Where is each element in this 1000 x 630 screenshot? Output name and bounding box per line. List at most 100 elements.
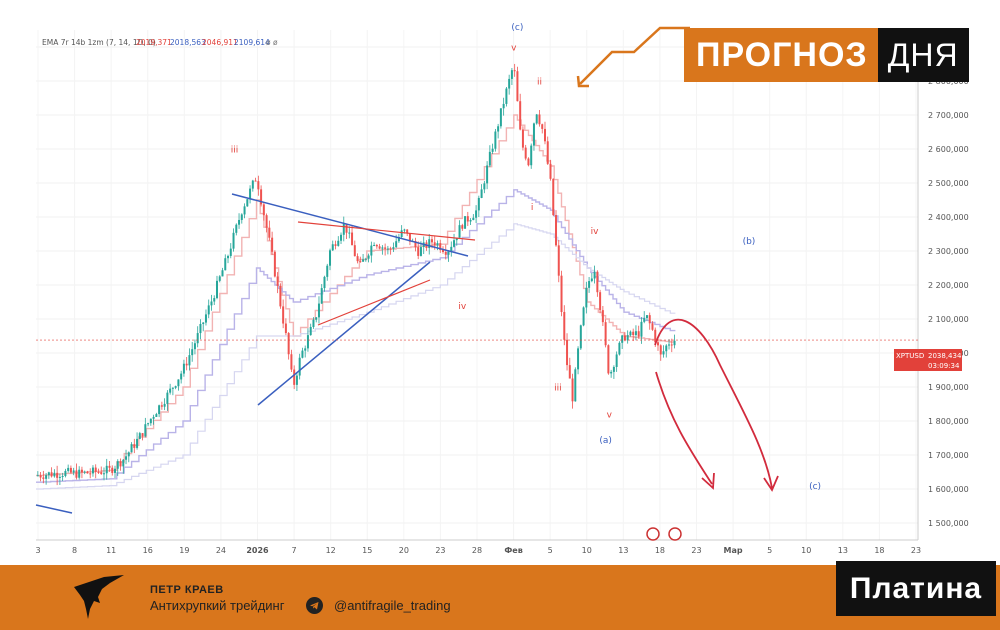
candle-body: [260, 189, 263, 205]
candle-body: [293, 369, 296, 385]
indicator-value-3: 2046,911: [202, 38, 238, 47]
candle-body: [215, 280, 218, 299]
candle-body: [499, 108, 502, 127]
candle-body: [235, 224, 238, 233]
candle-body: [213, 298, 216, 302]
candle-body: [428, 239, 431, 249]
candle-body: [221, 270, 224, 277]
candle-body: [196, 333, 199, 344]
candle-body: [80, 469, 83, 473]
y-tick-label: 1 900,000: [928, 383, 969, 392]
candle-body: [83, 471, 86, 473]
telegram-icon[interactable]: [306, 597, 323, 614]
candle-body: [166, 392, 169, 404]
candle-body: [282, 306, 285, 324]
candle-body: [337, 240, 340, 246]
price-tag-price: 2038,434: [928, 352, 962, 360]
candle-body: [72, 470, 75, 473]
candle-body: [50, 472, 53, 477]
candle-body: [185, 363, 188, 366]
candle-body: [563, 311, 566, 340]
indicator-legend: EMA 7r 14b 1zm (7, 14, 1D, 0) 2019,371 2…: [42, 38, 278, 47]
x-tick-label: 3: [35, 546, 40, 555]
x-tick-label: 10: [801, 546, 811, 555]
candle-body: [453, 240, 456, 247]
candle-body: [455, 237, 458, 241]
candle-body: [75, 470, 78, 478]
x-tick-label: 15: [362, 546, 372, 555]
wave-label: iii: [231, 145, 239, 155]
candle-body: [618, 342, 621, 355]
candle-body: [486, 165, 489, 184]
telegram-handle-link[interactable]: @antifragile_trading: [334, 598, 451, 613]
candle-body: [582, 307, 585, 326]
candle-body: [246, 199, 249, 207]
candle-body: [538, 114, 541, 125]
candle-body: [524, 147, 527, 159]
x-tick-label: 5: [548, 546, 553, 555]
candle-body: [295, 375, 298, 385]
candle-body: [334, 244, 337, 246]
candle-body: [557, 245, 560, 276]
candle-body: [163, 403, 166, 407]
x-tick-label: 23: [691, 546, 701, 555]
us-flag-icon: [646, 527, 660, 541]
candle-body: [340, 234, 343, 241]
candle-body: [287, 333, 290, 355]
y-tick-label: 1 800,000: [928, 417, 969, 426]
candle-body: [158, 405, 161, 415]
wedge-upper: [297, 221, 476, 241]
candle-body: [400, 230, 403, 238]
orange-arrow-head: [576, 75, 589, 88]
candle-body: [240, 214, 243, 220]
price-tag-timer: 03:09:34: [928, 362, 960, 370]
candle-body: [472, 217, 475, 221]
y-tick-label: 1 700,000: [928, 451, 969, 460]
candle-body: [254, 180, 257, 182]
price-chart[interactable]: iii (c) v ii i iv iv iii v (a) (b) (c) 1 500,000 1 6…: [0, 0, 1000, 565]
x-tick-label: 19: [179, 546, 189, 555]
candle-body: [257, 181, 260, 190]
candle-body: [45, 475, 48, 479]
banner-word-2: ДНЯ: [877, 28, 969, 82]
x-tick-label: 16: [143, 546, 153, 555]
candle-body: [345, 223, 348, 233]
candle-body: [552, 178, 555, 216]
trendline-upper: [231, 193, 469, 257]
candle-body: [331, 244, 334, 251]
candle-body: [329, 250, 331, 266]
candle-body: [654, 329, 657, 343]
candle-body: [585, 287, 588, 308]
candle-body: [359, 261, 362, 263]
wave-label: v: [607, 411, 613, 421]
wave-label: (c): [809, 482, 821, 492]
x-tick-label: 18: [874, 546, 884, 555]
candle-body: [590, 278, 593, 282]
candle-body: [61, 476, 64, 478]
candle-body: [535, 114, 538, 124]
candle-body: [513, 70, 516, 72]
candle-body: [160, 405, 163, 407]
candle-body: [651, 323, 654, 330]
candle-body: [53, 472, 56, 477]
candle-body: [384, 247, 387, 249]
y-tick-label: 2 100,000: [928, 315, 969, 324]
candle-body: [202, 322, 205, 324]
x-tick-label: 20: [399, 546, 409, 555]
orange-zigzag-arrow: [579, 26, 690, 85]
candle-body: [386, 248, 389, 250]
candle-body: [648, 315, 651, 324]
candle-body: [191, 349, 194, 356]
wave-label: iii: [554, 383, 562, 393]
x-tick-label: 13: [838, 546, 848, 555]
candle-body: [510, 70, 513, 79]
candle-body: [629, 331, 632, 336]
wave-label: iv: [591, 227, 600, 237]
candle-body: [56, 472, 59, 478]
x-tick-label: 5: [767, 546, 772, 555]
wave-label: ii: [537, 77, 542, 87]
y-tick-label: 2 200,000: [928, 281, 969, 290]
candle-body: [116, 461, 119, 469]
us-flag-icon: [668, 527, 682, 541]
candle-body: [47, 472, 50, 476]
